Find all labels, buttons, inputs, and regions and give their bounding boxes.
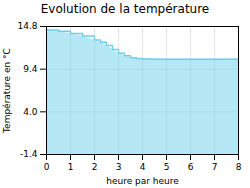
svg-text:14.8: 14.8 <box>17 21 37 31</box>
svg-text:8: 8 <box>236 162 242 172</box>
svg-text:2: 2 <box>92 162 98 172</box>
svg-text:4: 4 <box>140 162 146 172</box>
svg-text:6: 6 <box>188 162 194 172</box>
svg-text:1: 1 <box>68 162 74 172</box>
svg-text:7: 7 <box>212 162 218 172</box>
svg-text:0: 0 <box>44 162 50 172</box>
svg-text:9.4: 9.4 <box>23 64 38 74</box>
svg-text:Température en °C: Température en °C <box>2 48 12 134</box>
svg-text:4.0: 4.0 <box>23 107 38 117</box>
html-text:Evolution de la température: Evolution de la température <box>40 2 210 16</box>
svg-text:heure par heure: heure par heure <box>106 176 179 186</box>
svg-text:5: 5 <box>164 162 170 172</box>
svg-text:-1.4: -1.4 <box>20 149 38 159</box>
svg-text:3: 3 <box>116 162 122 172</box>
